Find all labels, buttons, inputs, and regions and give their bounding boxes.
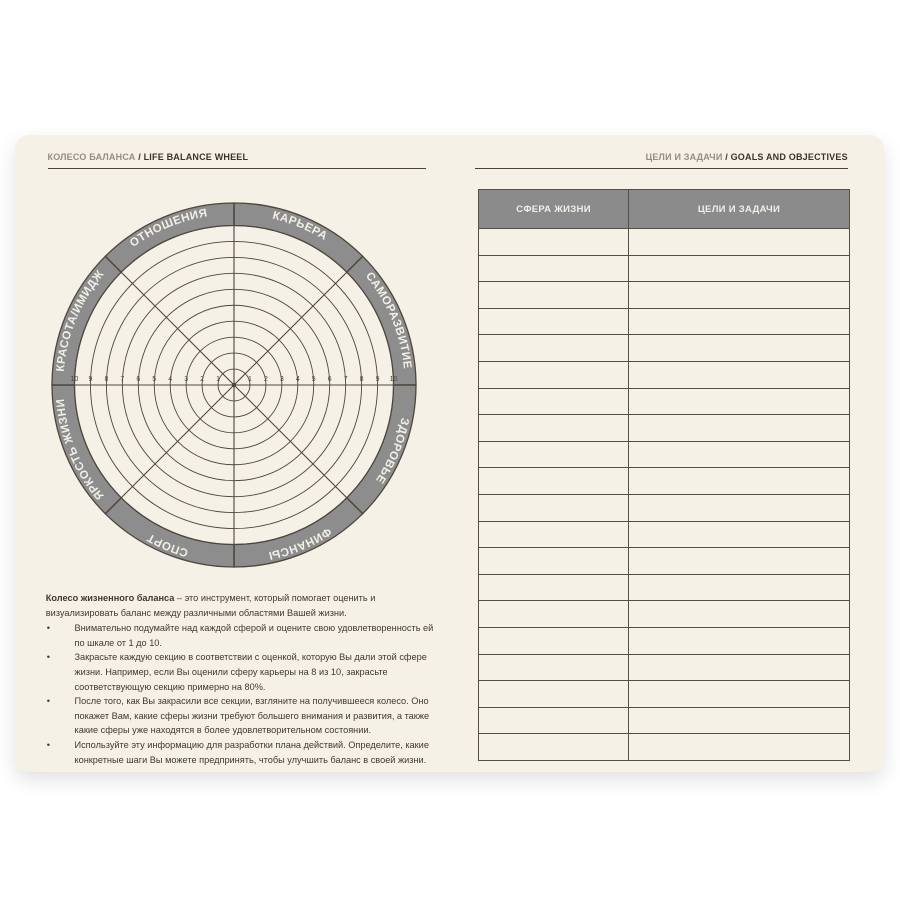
svg-text:9: 9 [376, 376, 380, 383]
svg-text:5: 5 [312, 376, 316, 383]
svg-text:1: 1 [216, 376, 220, 383]
svg-text:10: 10 [390, 376, 398, 383]
svg-text:4: 4 [296, 376, 300, 383]
svg-text:4: 4 [168, 376, 172, 383]
svg-text:8: 8 [104, 376, 108, 383]
svg-text:9: 9 [88, 376, 92, 383]
svg-text:7: 7 [120, 376, 124, 383]
svg-text:6: 6 [136, 376, 140, 383]
svg-text:8: 8 [360, 376, 364, 383]
svg-text:7: 7 [344, 376, 348, 383]
svg-text:3: 3 [280, 376, 284, 383]
svg-text:1: 1 [248, 376, 252, 383]
svg-text:10: 10 [71, 376, 79, 383]
svg-text:2: 2 [264, 376, 268, 383]
svg-text:5: 5 [152, 376, 156, 383]
svg-text:3: 3 [184, 376, 188, 383]
svg-text:2: 2 [200, 376, 204, 383]
svg-text:6: 6 [328, 376, 332, 383]
